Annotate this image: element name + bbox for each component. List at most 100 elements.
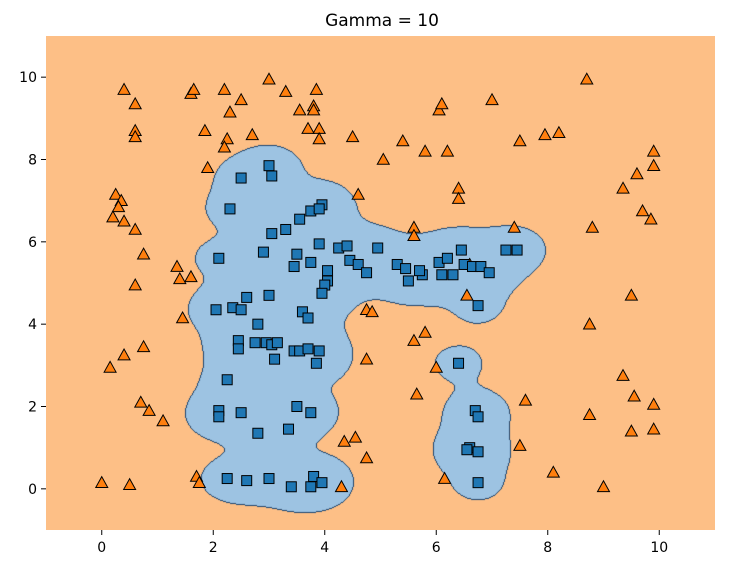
triangle-point — [513, 133, 527, 147]
triangle-point — [217, 82, 232, 95]
square-point — [221, 374, 233, 386]
decision-region-class-1 — [46, 36, 715, 530]
triangle-point — [538, 127, 552, 141]
square-point — [305, 256, 317, 268]
triangle-point — [217, 140, 232, 153]
triangle-point — [345, 129, 360, 143]
square-point — [302, 312, 314, 324]
triangle-point — [546, 465, 561, 478]
square-point — [483, 267, 495, 279]
triangle-point — [175, 310, 190, 324]
square-point — [213, 411, 225, 423]
x-axis: 0 2 4 6 8 10 — [97, 530, 668, 556]
square-point — [263, 473, 275, 485]
triangle-point — [128, 278, 143, 291]
triangle-point — [103, 360, 117, 373]
triangle-point — [359, 450, 374, 464]
triangle-point — [624, 424, 639, 437]
square-point — [241, 291, 253, 303]
x-tick-label: 2 — [209, 540, 218, 556]
series-squares — [210, 160, 523, 493]
triangle-point — [106, 210, 120, 223]
triangle-point — [579, 72, 594, 85]
triangle-point — [585, 220, 600, 233]
square-point — [305, 481, 317, 493]
square-point — [447, 269, 459, 281]
triangle-point — [437, 471, 452, 484]
triangle-point — [440, 144, 455, 157]
square-point — [224, 203, 236, 215]
triangle-point — [309, 82, 324, 95]
square-point — [294, 213, 306, 225]
triangle-point — [108, 187, 123, 200]
square-point — [249, 337, 261, 349]
triangle-point — [136, 247, 151, 260]
x-tick-label: 6 — [432, 540, 441, 556]
triangle-point — [301, 121, 315, 134]
triangle-point — [646, 144, 661, 157]
triangle-point — [630, 166, 644, 180]
y-tick-label: 8 — [28, 153, 37, 169]
square-point — [500, 244, 512, 256]
triangle-point — [136, 339, 151, 353]
square-point — [210, 304, 222, 316]
triangle-point — [111, 199, 126, 213]
triangle-point — [418, 325, 432, 338]
triangle-point — [616, 368, 630, 381]
triangle-point — [94, 475, 109, 488]
triangle-point — [306, 103, 321, 116]
triangle-point — [128, 222, 143, 235]
x-tick-label: 4 — [320, 540, 329, 556]
square-point — [472, 411, 484, 423]
triangle-point — [429, 360, 444, 373]
triangle-point — [582, 407, 597, 421]
square-point — [263, 289, 275, 301]
y-tick-label: 4 — [28, 317, 37, 333]
triangle-point — [200, 160, 215, 174]
triangle-point — [133, 395, 148, 408]
square-point — [372, 242, 384, 254]
x-tick-label: 10 — [650, 540, 668, 556]
square-point — [313, 345, 325, 357]
square-point — [310, 357, 322, 369]
square-point — [313, 203, 325, 215]
triangle-point — [170, 259, 184, 272]
square-point — [436, 269, 448, 281]
square-point — [316, 287, 328, 299]
plot-area — [46, 36, 715, 530]
x-tick-label: 0 — [97, 540, 106, 556]
triangle-point — [409, 387, 424, 400]
triangle-point — [451, 191, 466, 204]
square-point — [291, 401, 303, 412]
y-tick-label: 2 — [28, 400, 37, 416]
triangle-point — [192, 475, 207, 488]
y-axis: 0 2 4 6 8 10 — [19, 70, 46, 498]
square-point — [316, 477, 328, 489]
triangle-point — [407, 228, 421, 241]
triangle-point — [407, 333, 421, 346]
square-point — [455, 244, 467, 256]
triangle-point — [234, 92, 248, 106]
triangle-point — [485, 92, 499, 106]
square-point — [305, 407, 317, 419]
triangle-point — [432, 103, 446, 116]
triangle-point — [359, 352, 374, 365]
square-point — [257, 246, 269, 258]
square-point — [266, 228, 278, 240]
triangle-point — [434, 96, 449, 110]
square-point — [472, 300, 484, 312]
square-point — [221, 473, 233, 485]
square-point — [235, 407, 247, 419]
triangle-point — [418, 144, 432, 157]
square-point — [263, 160, 275, 172]
square-point — [361, 267, 373, 279]
triangle-point — [128, 96, 143, 110]
triangle-point — [312, 131, 327, 145]
triangle-point — [365, 304, 379, 318]
square-point — [441, 252, 453, 264]
triangle-point — [334, 479, 349, 493]
square-point — [453, 357, 465, 369]
x-tick-label: 8 — [543, 540, 552, 556]
triangle-point — [635, 203, 650, 217]
square-point — [313, 238, 325, 250]
